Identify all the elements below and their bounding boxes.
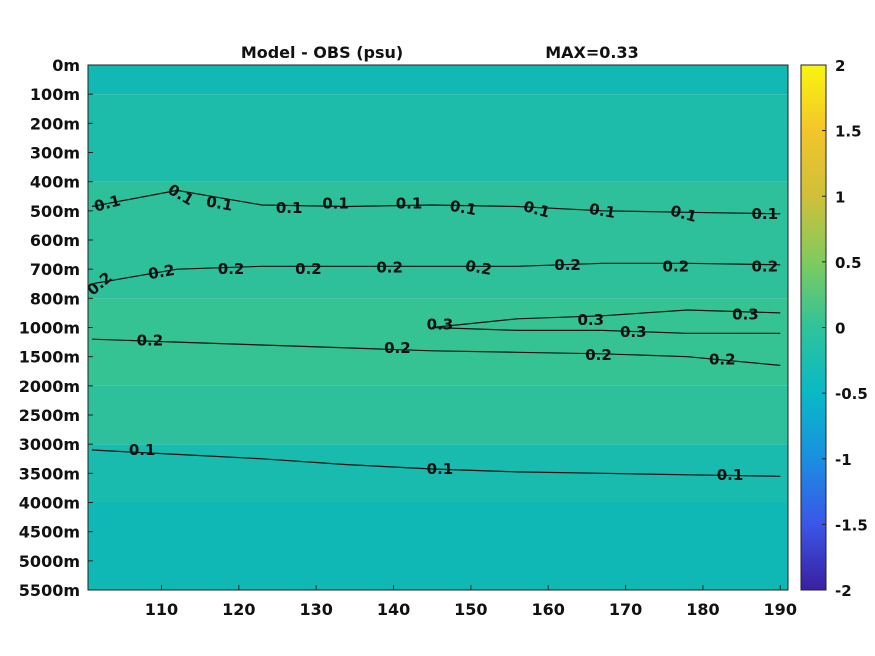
y-axis: 0m 100m 200m 300m 400m 500m 600m 700m 800m 1000m 1… bbox=[19, 56, 93, 600]
y-tick-label: 600m bbox=[30, 231, 80, 250]
contour-line bbox=[91, 449, 781, 477]
contour-label: 0.1 bbox=[322, 195, 349, 213]
field-band bbox=[88, 94, 788, 182]
y-tick-label: 400m bbox=[30, 173, 80, 192]
contour-line bbox=[91, 189, 781, 215]
contour-label: 0.3 bbox=[577, 311, 604, 329]
contour-label: 0.2 bbox=[554, 256, 581, 274]
x-tick-label: 140 bbox=[377, 600, 410, 619]
y-tick-label: 3000m bbox=[19, 435, 80, 454]
colorbar-tick-label: 0 bbox=[835, 320, 845, 338]
contour-label: 0.2 bbox=[376, 259, 403, 277]
x-tick-label: 190 bbox=[764, 600, 797, 619]
contour-line bbox=[432, 326, 781, 334]
colorbar-tick-label: -0.5 bbox=[835, 385, 868, 403]
x-tick-label: 120 bbox=[222, 600, 255, 619]
x-tick-label: 130 bbox=[299, 600, 332, 619]
contour-label: 0.3 bbox=[427, 316, 454, 334]
contour-label: 0.2 bbox=[147, 261, 176, 283]
field-band bbox=[88, 181, 788, 299]
x-tick-label: 180 bbox=[686, 600, 719, 619]
contour-line bbox=[91, 262, 781, 285]
contour-label: 0.2 bbox=[218, 260, 245, 278]
colorbar-tick-label: -1.5 bbox=[835, 516, 868, 534]
contour-label: 0.1 bbox=[717, 466, 744, 484]
contour-label: 0.1 bbox=[588, 200, 617, 222]
y-tick-label: 2000m bbox=[19, 377, 80, 396]
colorbar-tick-label: 1.5 bbox=[835, 123, 862, 141]
x-axis: 110 120 130 140 150 160 170 180 190 bbox=[145, 585, 797, 619]
colorbar-tick-label: -1 bbox=[835, 451, 852, 469]
field-band bbox=[88, 65, 788, 95]
field-band bbox=[88, 385, 788, 445]
y-tick-label: 700m bbox=[30, 260, 80, 279]
y-tick-label: 1000m bbox=[19, 319, 80, 338]
contour-label: 0.1 bbox=[752, 205, 779, 223]
contour-label: 0.3 bbox=[620, 323, 647, 341]
contour-label: 0.2 bbox=[137, 332, 164, 350]
contour-line bbox=[432, 309, 781, 329]
contour-label: 0.1 bbox=[276, 199, 303, 217]
contour-label: 0.2 bbox=[709, 351, 736, 369]
x-tick-label: 150 bbox=[454, 600, 487, 619]
contour-label: 0.1 bbox=[448, 197, 477, 219]
y-tick-label: 4500m bbox=[19, 523, 80, 542]
colorbar-tick-label: 2 bbox=[835, 57, 845, 75]
y-tick-label: 200m bbox=[30, 114, 80, 133]
y-tick-label: 500m bbox=[30, 202, 80, 221]
contour-label: 0.2 bbox=[384, 339, 411, 357]
chart-title: Model - OBS (psu) bbox=[241, 43, 403, 62]
contour-line bbox=[91, 338, 781, 366]
field-band bbox=[88, 502, 788, 590]
y-tick-label: 800m bbox=[30, 289, 80, 308]
contour-label: 0.2 bbox=[585, 346, 612, 364]
contour-label: 0.2 bbox=[295, 260, 322, 278]
y-tick-label: 1500m bbox=[19, 348, 80, 367]
heatmap-field bbox=[88, 65, 788, 590]
contour-label: 0.2 bbox=[663, 257, 690, 275]
colorbar-bar bbox=[800, 64, 827, 591]
contour-label: 0.3 bbox=[732, 305, 759, 323]
contour-label: 0.2 bbox=[464, 257, 493, 279]
y-tick-label: 5500m bbox=[19, 581, 80, 600]
y-tick-label: 0m bbox=[52, 56, 80, 75]
contour-label: 0.1 bbox=[427, 460, 454, 478]
x-tick-label: 160 bbox=[532, 600, 565, 619]
max-label: MAX=0.33 bbox=[545, 43, 639, 62]
contour-label: 0.1 bbox=[205, 192, 234, 214]
contour-lines bbox=[91, 189, 781, 477]
y-tick-label: 2500m bbox=[19, 406, 80, 425]
y-tick-label: 300m bbox=[30, 144, 80, 163]
contour-label: 0.1 bbox=[396, 195, 423, 213]
field-band bbox=[88, 444, 788, 503]
contour-label: 0.1 bbox=[129, 441, 156, 459]
colorbar-tick-label: 0.5 bbox=[835, 254, 862, 272]
y-tick-label: 3500m bbox=[19, 464, 80, 483]
y-tick-label: 5000m bbox=[19, 552, 80, 571]
y-tick-label: 100m bbox=[30, 85, 80, 104]
field-band bbox=[88, 298, 788, 386]
x-tick-label: 170 bbox=[609, 600, 642, 619]
contour-label: 0.2 bbox=[752, 257, 779, 275]
x-tick-label: 110 bbox=[145, 600, 178, 619]
colorbar-tick-label: 1 bbox=[835, 188, 845, 206]
y-tick-label: 4000m bbox=[19, 494, 80, 513]
colorbar: 2 1.5 1 0.5 0 -0.5 -1 -1.5 -2 bbox=[800, 57, 868, 600]
colorbar-tick-label: -2 bbox=[835, 582, 852, 600]
